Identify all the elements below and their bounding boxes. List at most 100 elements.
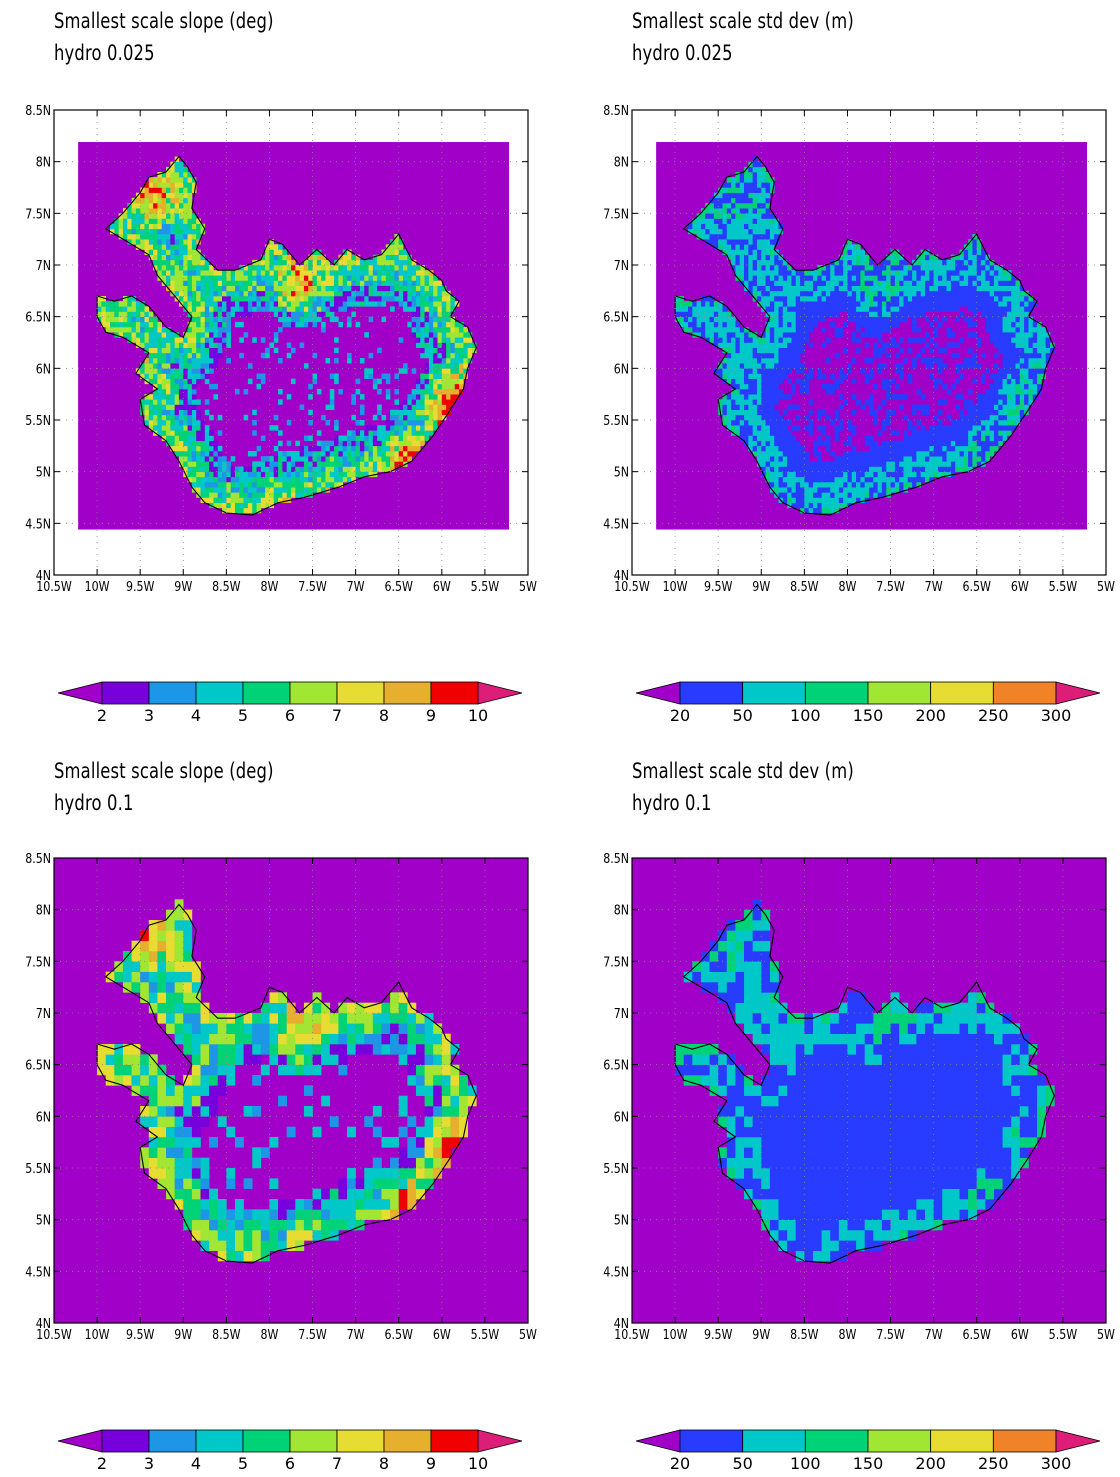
grid-cell <box>782 301 788 307</box>
grid-cell <box>226 311 231 317</box>
grid-cell <box>869 327 874 333</box>
grid-cell <box>424 311 430 317</box>
y-tick-label: 4N <box>36 568 51 583</box>
grid-cell <box>191 445 197 452</box>
grid-cell <box>864 487 870 493</box>
grid-cell <box>726 244 732 250</box>
grid-cell <box>252 487 257 493</box>
grid-cell <box>463 363 468 369</box>
grid-cell <box>782 337 788 343</box>
grid-cell <box>127 208 132 214</box>
grid-cell <box>377 456 382 462</box>
grid-cell <box>282 492 287 498</box>
grid-cell <box>769 373 775 379</box>
grid-cell <box>942 399 947 405</box>
grid-cell <box>390 420 395 426</box>
grid-cell <box>135 218 141 224</box>
grid-cell <box>959 414 965 421</box>
grid-cell <box>178 192 184 199</box>
grid-cell <box>886 270 891 276</box>
grid-cell <box>420 378 425 385</box>
grid-cell <box>976 414 982 421</box>
grid-cell <box>252 471 257 478</box>
grid-cell <box>894 259 900 266</box>
grid-cell <box>851 425 857 431</box>
grid-cell <box>869 476 874 483</box>
grid-cell <box>424 285 430 292</box>
grid-cell <box>851 296 857 302</box>
grid-cell <box>230 497 236 503</box>
grid-cell <box>334 425 339 431</box>
grid-cell <box>286 492 292 498</box>
grid-cell <box>1015 368 1021 374</box>
grid-cell <box>170 368 175 374</box>
grid-cell <box>403 435 408 441</box>
grid-cell <box>752 228 758 235</box>
grid-cell <box>368 456 374 462</box>
grid-cell <box>377 409 382 416</box>
grid-cell <box>769 290 775 297</box>
grid-cell <box>920 456 926 462</box>
grid-cell <box>830 290 835 297</box>
grid-cell <box>312 280 318 286</box>
grid-cell <box>157 254 163 261</box>
grid-cell <box>347 296 352 302</box>
grid-cell <box>157 203 163 209</box>
grid-cell <box>800 347 805 354</box>
grid-cell <box>912 280 917 286</box>
grid-cell <box>722 249 728 255</box>
grid-cell <box>153 409 158 416</box>
grid-cell <box>808 492 814 498</box>
grid-cell <box>774 311 779 317</box>
grid-cell <box>812 492 818 498</box>
grid-cell <box>929 347 934 354</box>
grid-cell <box>170 352 175 359</box>
grid-cell <box>209 265 214 271</box>
grid-cell <box>312 321 318 328</box>
grid-cell <box>778 435 784 441</box>
grid-cell <box>731 254 736 261</box>
grid-cell <box>782 492 788 498</box>
grid-cell <box>428 352 434 359</box>
grid-cell <box>441 368 447 374</box>
grid-cell <box>316 275 322 281</box>
grid-cell <box>381 430 387 436</box>
grid-cell <box>278 399 283 405</box>
grid-cell <box>407 275 412 281</box>
grid-cell <box>675 311 680 317</box>
grid-cell <box>273 306 279 312</box>
grid-cell <box>122 218 128 224</box>
grid-cell <box>385 440 391 447</box>
grid-cell <box>774 461 779 467</box>
grid-cell <box>735 342 741 348</box>
grid-cell <box>998 378 1003 385</box>
grid-cell <box>752 213 758 219</box>
grid-cell <box>385 420 391 426</box>
grid-cell <box>886 445 891 452</box>
grid-cell <box>894 466 900 472</box>
grid-cell <box>981 259 986 266</box>
grid-cell <box>209 285 214 292</box>
grid-cell <box>972 280 978 286</box>
grid-cell <box>260 265 266 271</box>
grid-cell <box>946 296 952 302</box>
grid-cell <box>222 337 227 343</box>
grid-cell <box>308 435 313 441</box>
grid-cell <box>765 177 771 183</box>
grid-cell <box>864 321 870 328</box>
grid-cell <box>183 223 188 230</box>
grid-cell <box>441 285 447 292</box>
grid-cell <box>174 378 180 385</box>
grid-cell <box>441 306 447 312</box>
grid-cell <box>877 482 883 488</box>
grid-cell <box>722 399 728 405</box>
grid-cell <box>187 182 193 188</box>
grid-cell <box>459 378 464 385</box>
grid-cell <box>877 301 883 307</box>
grid-cell <box>976 249 982 255</box>
grid-cell <box>217 321 223 328</box>
grid-cell <box>312 254 318 261</box>
grid-cell <box>782 316 788 323</box>
grid-cell <box>239 296 244 302</box>
grid-cell <box>217 327 223 333</box>
